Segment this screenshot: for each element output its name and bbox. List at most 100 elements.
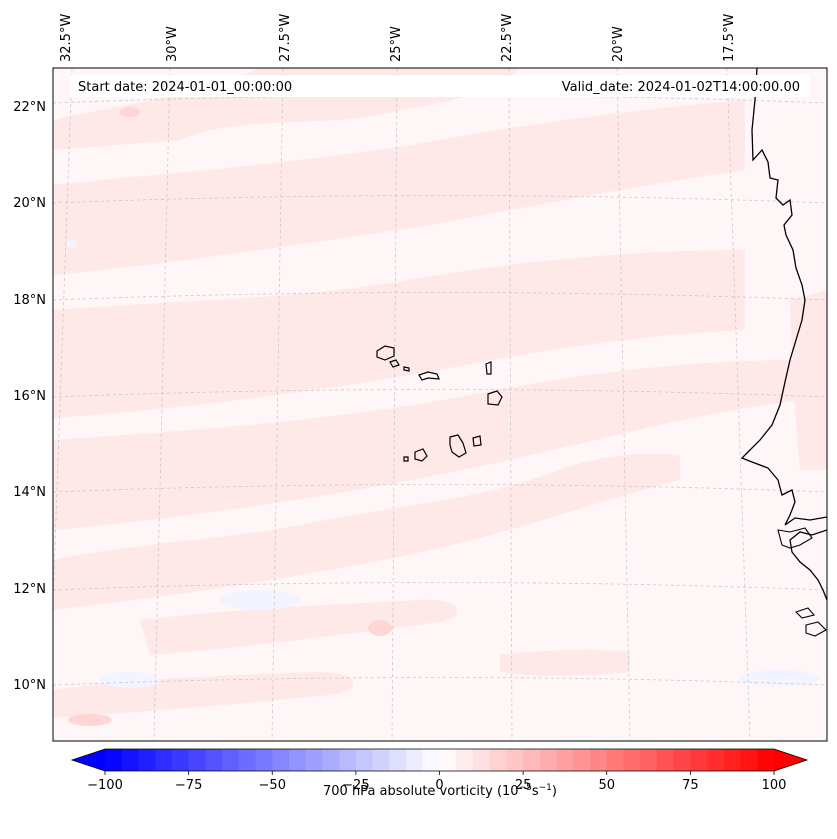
cape-verde-islands — [376, 345, 503, 462]
island-brava — [403, 456, 409, 462]
colorbar-segment — [673, 749, 691, 771]
colorbar-tick-label: 50 — [598, 778, 615, 793]
island-sao-nicolau — [418, 371, 440, 381]
parallel-16N — [53, 389, 827, 398]
colorbar-segment — [439, 749, 457, 771]
meridian-17.5W — [726, 68, 751, 741]
colorbar-segment — [305, 749, 324, 771]
colorbar-segment — [506, 749, 524, 771]
lat-label-18N: 18°N — [13, 293, 46, 308]
colorbar-segment — [573, 749, 591, 771]
vorticity-negative-patch — [220, 590, 300, 610]
vorticity-band — [500, 649, 630, 676]
vorticity-negative-patch — [67, 240, 77, 248]
colorbar-segment — [238, 749, 257, 771]
lat-label-10N: 10°N — [13, 678, 46, 693]
colorbar-segment — [489, 749, 508, 771]
island-sao-vicente — [389, 359, 400, 368]
colorbar-segment — [355, 749, 374, 771]
colorbar-segment — [456, 749, 474, 771]
colorbar-segment — [105, 749, 123, 771]
island-santa-luzia — [403, 366, 410, 372]
island-santiago — [449, 434, 467, 458]
lon-label-30W: 30°W — [165, 26, 180, 62]
colorbar-tick-label: −25 — [342, 778, 369, 793]
colorbar-segment — [640, 749, 658, 771]
vorticity-band — [53, 453, 680, 610]
lat-label-20N: 20°N — [13, 196, 46, 211]
colorbar-label-end: ) — [552, 784, 557, 799]
meridian-25W — [391, 68, 398, 741]
vorticity-band — [53, 100, 745, 275]
colorbar-segment — [406, 749, 424, 771]
lat-label-16N: 16°N — [13, 389, 46, 404]
island-sal — [485, 361, 492, 375]
island-santo-antao — [376, 345, 395, 361]
colorbar-tick-label: −50 — [259, 778, 286, 793]
vorticity-patch — [120, 107, 140, 117]
colorbar-label: 700 hPa absolute vorticity (10−5s−1) — [323, 783, 557, 799]
vorticity-band — [53, 250, 745, 418]
bissagos-island — [805, 621, 827, 637]
colorbar-label-main: 700 hPa absolute vorticity (10 — [323, 784, 519, 799]
colorbar-segment — [757, 749, 775, 771]
lat-label-14N: 14°N — [13, 485, 46, 500]
latitude-labels: 22°N 20°N 18°N 16°N 14°N 12°N 10°N — [13, 100, 46, 693]
colorbar-segment — [690, 749, 708, 771]
colorbar-segment — [389, 749, 407, 771]
colorbar-tick-label: 75 — [682, 778, 699, 793]
parallel-20N — [53, 195, 827, 204]
parallel-18N — [53, 292, 827, 301]
colorbar-segment — [422, 749, 441, 771]
longitude-labels: 32.5°W 30°W 27.5°W 25°W 22.5°W 20°W 17.5… — [59, 14, 737, 62]
colorbar-segment — [322, 749, 340, 771]
lon-label-25W: 25°W — [389, 26, 404, 62]
africa-coastline — [740, 68, 827, 526]
meridian-27.5W — [271, 68, 284, 741]
colorbar-segment — [556, 749, 574, 771]
colorbar-segment — [623, 749, 641, 771]
lat-label-22N: 22°N — [13, 100, 46, 115]
colorbar-segment — [740, 749, 758, 771]
colorbar-segment — [539, 749, 558, 771]
vorticity-patch — [68, 714, 112, 726]
lat-label-12N: 12°N — [13, 582, 46, 597]
lon-label-17.5W: 17.5°W — [722, 14, 737, 62]
colorbar-segment — [222, 749, 240, 771]
colorbar-segments — [105, 749, 775, 771]
colorbar-segment — [205, 749, 223, 771]
colorbar-segment — [121, 749, 140, 771]
parallel-22N — [53, 95, 827, 104]
meridian-20W — [616, 68, 631, 741]
map-frame — [52, 67, 828, 742]
header-box — [70, 75, 810, 97]
colorbar-label-exp1: −5 — [519, 783, 532, 793]
colorbar-tick-label: −100 — [87, 778, 123, 793]
colorbar-label-exp2: −1 — [539, 783, 552, 793]
colorbar-segment — [155, 749, 173, 771]
colorbar: −100 −75 −50 −25 0 25 50 75 100 700 hPa absolute… — [70, 748, 809, 799]
colorbar-segment — [255, 749, 273, 771]
colorbar-segment — [606, 749, 625, 771]
africa-coastline-south — [789, 529, 827, 601]
graticule — [53, 68, 827, 741]
colorbar-segment — [723, 749, 742, 771]
colorbar-extend-min — [72, 749, 105, 771]
colorbar-segment — [590, 749, 608, 771]
island-boa-vista — [487, 390, 503, 406]
colorbar-tick-label: 100 — [762, 778, 787, 793]
vorticity-band — [790, 290, 827, 470]
island-maio — [472, 435, 482, 447]
lon-label-20W: 20°W — [611, 26, 626, 62]
vorticity-contours — [53, 68, 827, 718]
colorbar-segment — [339, 749, 357, 771]
valid-date-label: Valid_date: 2024-01-02T14:00:00.00 — [562, 80, 800, 95]
vorticity-negative-patch — [100, 672, 160, 688]
parallel-12N — [53, 582, 827, 591]
colorbar-segment — [472, 749, 491, 771]
map-panel — [53, 68, 827, 741]
colorbar-segment — [188, 749, 206, 771]
colorbar-segment — [171, 749, 190, 771]
start-date-label: Start date: 2024-01-01_00:00:00 — [78, 80, 292, 95]
